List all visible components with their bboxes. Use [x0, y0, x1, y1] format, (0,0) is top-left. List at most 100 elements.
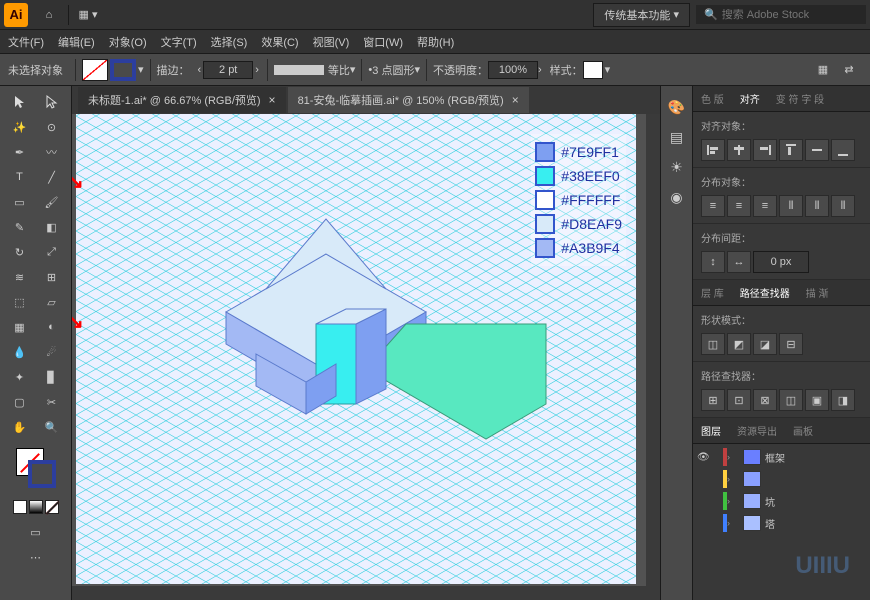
- hand-tool[interactable]: ✋: [5, 415, 35, 439]
- lasso-tool[interactable]: ⊙: [37, 115, 67, 139]
- pen-tool[interactable]: ✒: [5, 140, 35, 164]
- menu-file[interactable]: 文件(F): [8, 34, 44, 50]
- scale-tool[interactable]: ⤢: [37, 240, 67, 264]
- brushes-panel-icon[interactable]: ☀: [665, 155, 689, 179]
- close-icon[interactable]: ×: [269, 93, 276, 107]
- trim-button[interactable]: ⊡: [727, 389, 751, 411]
- selection-tool[interactable]: [5, 90, 35, 114]
- align-hcenter-button[interactable]: [727, 139, 751, 161]
- unite-button[interactable]: ◫: [701, 333, 725, 355]
- intersect-button[interactable]: ◪: [753, 333, 777, 355]
- visibility-icon[interactable]: 👁: [697, 452, 713, 463]
- close-icon[interactable]: ×: [512, 93, 519, 107]
- line-tool[interactable]: ╱: [37, 165, 67, 189]
- eyedropper-tool[interactable]: 💧: [5, 340, 35, 364]
- layer-row[interactable]: ›坑: [693, 490, 870, 512]
- symbols-panel-icon[interactable]: ◉: [665, 185, 689, 209]
- align-bottom-button[interactable]: [831, 139, 855, 161]
- align-left-button[interactable]: [701, 139, 725, 161]
- slice-tool[interactable]: ✂: [37, 390, 67, 414]
- align-top-button[interactable]: [779, 139, 803, 161]
- gradient-tool[interactable]: ◐: [37, 315, 67, 339]
- dist-top-button[interactable]: ≡: [701, 195, 725, 217]
- layer-row[interactable]: ›: [693, 468, 870, 490]
- scrollbar-vertical[interactable]: [646, 114, 660, 600]
- color-panel-icon[interactable]: 🎨: [665, 95, 689, 119]
- canvas[interactable]: #7E9FF1 #38EEF0 #FFFFFF #D8EAF9 #A3B9F4 …: [72, 114, 660, 600]
- scrollbar-horizontal[interactable]: [72, 586, 660, 600]
- brush-tool[interactable]: 🖌: [37, 190, 67, 214]
- free-transform-tool[interactable]: ⊞: [37, 265, 67, 289]
- search-box[interactable]: 🔍: [696, 5, 866, 24]
- shape-builder-tool[interactable]: ⬚: [5, 290, 35, 314]
- graph-tool[interactable]: ▊: [37, 365, 67, 389]
- screen-mode-tool[interactable]: ▭: [21, 520, 51, 544]
- dist-vcenter-button[interactable]: ≡: [727, 195, 751, 217]
- eraser-tool[interactable]: ◧: [37, 215, 67, 239]
- tab-1[interactable]: 未标题-1.ai* @ 66.67% (RGB/预览)×: [78, 87, 286, 113]
- menu-type[interactable]: 文字(T): [161, 34, 197, 50]
- type-tool[interactable]: T: [5, 165, 35, 189]
- crop-button[interactable]: ◫: [779, 389, 803, 411]
- panel-tab-pathfinder[interactable]: 路径查找器: [732, 285, 798, 300]
- edit-toolbar-tool[interactable]: ⋯: [21, 545, 51, 569]
- artboard[interactable]: #7E9FF1 #38EEF0 #FFFFFF #D8EAF9 #A3B9F4: [76, 114, 636, 584]
- opacity-input[interactable]: [488, 61, 538, 79]
- menu-effect[interactable]: 效果(C): [261, 34, 298, 50]
- stroke-swatch[interactable]: [110, 59, 136, 81]
- panel-tab-transform[interactable]: 变 符 字 段: [768, 91, 832, 106]
- doc-setup-icon[interactable]: ▦: [813, 60, 833, 80]
- home-icon[interactable]: ⌂: [39, 5, 59, 25]
- minus-back-button[interactable]: ◨: [831, 389, 855, 411]
- merge-button[interactable]: ⊠: [753, 389, 777, 411]
- align-vcenter-button[interactable]: [805, 139, 829, 161]
- stepper-down-icon[interactable]: ‹: [198, 64, 202, 76]
- blend-tool[interactable]: ☄: [37, 340, 67, 364]
- panel-tab-stroke[interactable]: 描 渐: [798, 285, 837, 300]
- minus-front-button[interactable]: ◩: [727, 333, 751, 355]
- menu-help[interactable]: 帮助(H): [417, 34, 454, 50]
- dist-bottom-button[interactable]: ≡: [753, 195, 777, 217]
- direct-selection-tool[interactable]: [37, 90, 67, 114]
- divide-button[interactable]: ⊞: [701, 389, 725, 411]
- stroke-input[interactable]: [203, 61, 253, 79]
- menu-window[interactable]: 窗口(W): [363, 34, 403, 50]
- panel-tab-layers-main[interactable]: 图层: [693, 423, 729, 438]
- panel-tab-layers[interactable]: 层 库: [693, 285, 732, 300]
- stepper-up-icon[interactable]: ›: [255, 64, 259, 76]
- align-right-button[interactable]: [753, 139, 777, 161]
- outline-button[interactable]: ▣: [805, 389, 829, 411]
- exclude-button[interactable]: ⊟: [779, 333, 803, 355]
- prefs-icon[interactable]: ⇄: [839, 60, 859, 80]
- magic-wand-tool[interactable]: ✨: [5, 115, 35, 139]
- artboard-tool[interactable]: ▢: [5, 390, 35, 414]
- panel-tab-artboards[interactable]: 画板: [785, 423, 821, 438]
- workspace-dropdown[interactable]: 传统基本功能 ▾: [593, 3, 690, 27]
- width-tool[interactable]: ≋: [5, 265, 35, 289]
- layer-row[interactable]: 👁›框架: [693, 446, 870, 468]
- symbol-sprayer-tool[interactable]: ✦: [5, 365, 35, 389]
- menu-select[interactable]: 选择(S): [211, 34, 248, 50]
- color-mode-swatches[interactable]: [12, 500, 60, 514]
- perspective-tool[interactable]: ▱: [37, 290, 67, 314]
- zoom-tool[interactable]: 🔍: [37, 415, 67, 439]
- search-input[interactable]: [722, 9, 842, 21]
- arrange-icon[interactable]: ▦ ▾: [78, 5, 98, 25]
- dist-left-button[interactable]: ⫴: [779, 195, 803, 217]
- spacing-input[interactable]: [753, 251, 809, 273]
- style-swatch[interactable]: [583, 61, 603, 79]
- rotate-tool[interactable]: ↻: [5, 240, 35, 264]
- menu-view[interactable]: 视图(V): [313, 34, 350, 50]
- panel-tab-align[interactable]: 对齐: [732, 91, 768, 106]
- tab-2[interactable]: 81-安兔-临摹插画.ai* @ 150% (RGB/预览)×: [288, 87, 529, 113]
- layer-row[interactable]: ›塔: [693, 512, 870, 534]
- dist-right-button[interactable]: ⫴: [831, 195, 855, 217]
- spacing-h-button[interactable]: ↔: [727, 251, 751, 273]
- spacing-v-button[interactable]: ↕: [701, 251, 725, 273]
- menu-edit[interactable]: 编辑(E): [58, 34, 95, 50]
- panel-tab-swatches[interactable]: 色 版: [693, 91, 732, 106]
- dist-hcenter-button[interactable]: ⫴: [805, 195, 829, 217]
- mesh-tool[interactable]: ▦: [5, 315, 35, 339]
- fill-stroke-control[interactable]: [16, 448, 56, 488]
- fill-swatch[interactable]: [82, 59, 108, 81]
